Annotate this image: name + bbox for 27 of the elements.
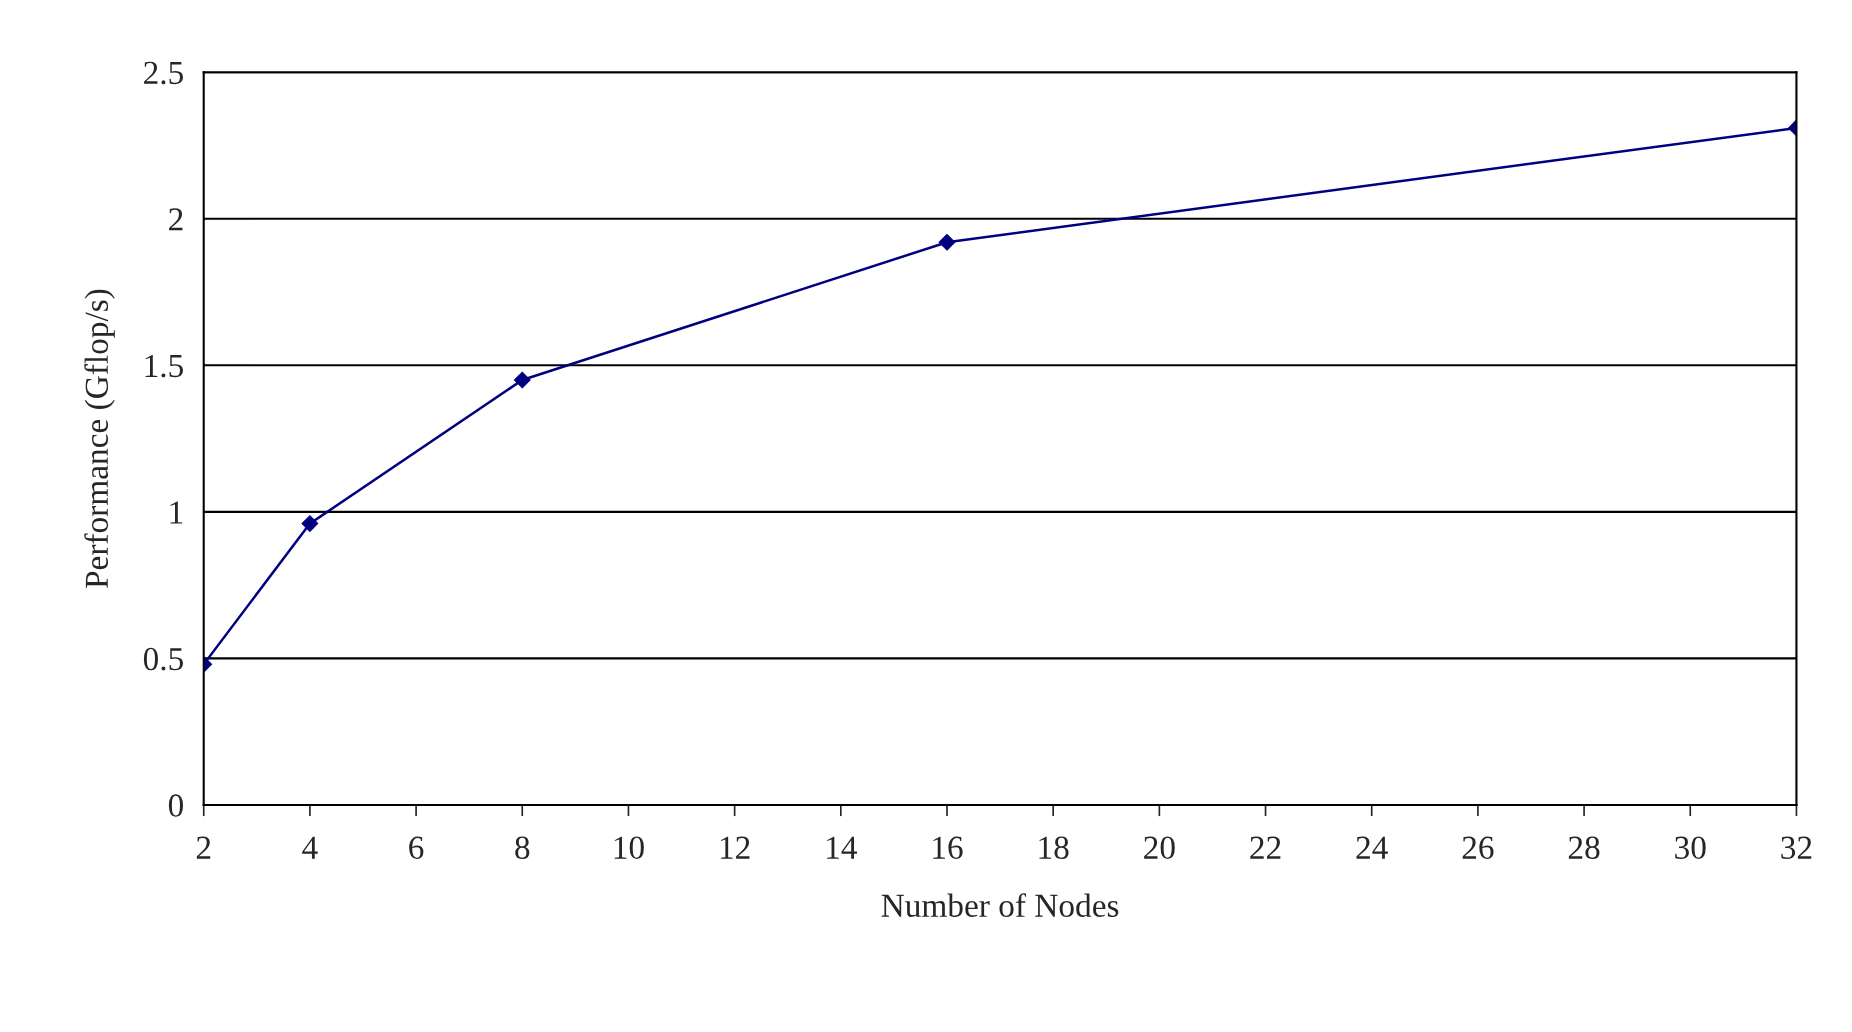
- x-tick-label: 32: [1781, 836, 1812, 859]
- x-tick-label: 30: [1675, 836, 1706, 859]
- x-tick-label: 16: [933, 836, 963, 859]
- x-tick-label: 28: [1568, 836, 1600, 859]
- x-tick-label: 14: [827, 836, 857, 859]
- point: [513, 371, 531, 389]
- x-tick-label: 2: [196, 836, 211, 859]
- x-tick-label: 26: [1462, 836, 1494, 859]
- x-tick-label: 20: [1144, 836, 1175, 859]
- y-tick-label: 1: [170, 501, 183, 524]
- x-tick-label: 4: [302, 836, 318, 859]
- y-tick-label: 2.5: [144, 61, 183, 85]
- y-axis-title: Performance (Gflop/s): [84, 289, 115, 589]
- y-tick-label: 1.5: [145, 354, 183, 378]
- point: [938, 233, 956, 251]
- x-tick-label: 8: [515, 836, 530, 859]
- x-tick-label: 12: [720, 836, 750, 859]
- x-tick-label: 6: [409, 836, 424, 859]
- y-tick-label: 0: [168, 794, 183, 817]
- point: [301, 515, 319, 532]
- x-tick-label: 24: [1356, 836, 1388, 859]
- x-tick-label: 18: [1039, 836, 1069, 859]
- y-tick-label: 0.5: [143, 647, 183, 671]
- y-tick-label: 2: [169, 208, 183, 231]
- x-tick-label: 22: [1250, 836, 1281, 859]
- x-tick-label: 10: [614, 836, 644, 859]
- x-axis-title: Number of Nodes: [881, 893, 1119, 917]
